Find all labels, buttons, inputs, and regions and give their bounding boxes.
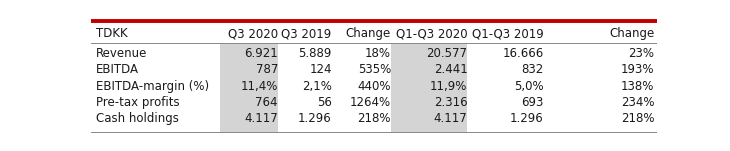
Text: 56: 56 [317, 96, 331, 109]
Text: Change: Change [346, 27, 391, 40]
Text: 138%: 138% [620, 80, 654, 93]
Text: 218%: 218% [358, 112, 391, 125]
Text: EBITDA: EBITDA [96, 63, 139, 76]
Text: 1264%: 1264% [350, 96, 391, 109]
Text: 787: 787 [255, 63, 278, 76]
Text: 193%: 193% [620, 63, 654, 76]
Text: Q1-Q3 2020: Q1-Q3 2020 [396, 27, 467, 40]
Text: 4.117: 4.117 [434, 112, 467, 125]
Text: 124: 124 [310, 63, 331, 76]
Text: 5.889: 5.889 [299, 47, 331, 60]
Text: 4.117: 4.117 [245, 112, 278, 125]
Text: 440%: 440% [358, 80, 391, 93]
Text: 5,0%: 5,0% [514, 80, 544, 93]
Text: Revenue: Revenue [96, 47, 147, 60]
Text: 764: 764 [255, 96, 278, 109]
Text: 2.441: 2.441 [434, 63, 467, 76]
Text: 11,9%: 11,9% [430, 80, 467, 93]
Text: 11,4%: 11,4% [241, 80, 278, 93]
Text: 218%: 218% [620, 112, 654, 125]
Text: 6.921: 6.921 [245, 47, 278, 60]
Text: 832: 832 [522, 63, 544, 76]
Text: 20.577: 20.577 [426, 47, 467, 60]
Text: 2.316: 2.316 [434, 96, 467, 109]
Bar [220, 43, 278, 132]
Text: 1.296: 1.296 [510, 112, 544, 125]
Text: Q3 2019: Q3 2019 [282, 27, 331, 40]
Text: Q3 2020: Q3 2020 [228, 27, 278, 40]
Text: Cash holdings: Cash holdings [96, 112, 179, 125]
Text: EBITDA-margin (%): EBITDA-margin (%) [96, 80, 209, 93]
Bar [391, 43, 467, 132]
Text: 234%: 234% [620, 96, 654, 109]
Text: 1.296: 1.296 [298, 112, 331, 125]
Text: 16.666: 16.666 [502, 47, 544, 60]
Text: Q1-Q3 2019: Q1-Q3 2019 [472, 27, 544, 40]
Text: 2,1%: 2,1% [301, 80, 331, 93]
Text: 535%: 535% [358, 63, 391, 76]
Text: 18%: 18% [365, 47, 391, 60]
Text: Pre-tax profits: Pre-tax profits [96, 96, 180, 109]
Text: 23%: 23% [629, 47, 654, 60]
Text: TDKK: TDKK [96, 27, 128, 40]
Text: 693: 693 [521, 96, 544, 109]
Text: Change: Change [609, 27, 654, 40]
